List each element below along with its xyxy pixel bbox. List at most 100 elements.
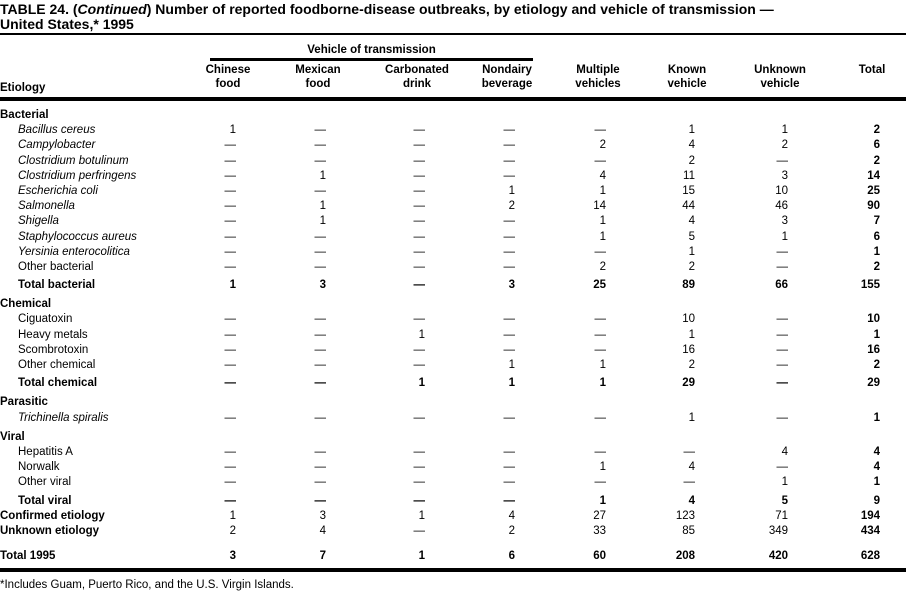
footnote: *Includes Guam, Puerto Rico, and the U.S… xyxy=(0,579,294,591)
cell-value: 1 xyxy=(229,279,236,292)
cell-value: — xyxy=(413,359,426,371)
cell-value: 4 xyxy=(508,509,515,522)
column-header-line1: Multiple xyxy=(576,64,620,76)
row-label: Trichinella spiralis xyxy=(18,411,109,424)
cell-value: 1 xyxy=(229,509,236,522)
table-row: Other chemical — — — 1 1 2 — 2 xyxy=(0,358,906,373)
cell-value: — xyxy=(776,260,789,273)
cell-value: — xyxy=(503,328,516,341)
cell-value: — xyxy=(594,124,607,137)
cell-value: — xyxy=(594,245,607,258)
cell-value: 16 xyxy=(682,343,695,356)
cell-value: 3 xyxy=(781,169,788,182)
cell-value: — xyxy=(314,494,327,507)
cell-value: 7 xyxy=(319,550,326,563)
cell-value: 66 xyxy=(775,279,788,292)
cell-value: — xyxy=(224,245,237,258)
cell-value: 11 xyxy=(683,169,695,182)
cell-value: — xyxy=(413,524,426,537)
row-label: Confirmed etiology xyxy=(0,509,105,522)
cell-value: — xyxy=(314,476,327,489)
row-label: Salmonella xyxy=(18,200,75,213)
row-label: Escherichia coli xyxy=(18,184,98,197)
cell-total-value: 90 xyxy=(867,200,880,213)
row-label: Campylobacter xyxy=(18,139,96,152)
cell-value: 3 xyxy=(781,215,788,228)
cell-value: 1 xyxy=(319,169,326,182)
cell-value: — xyxy=(314,260,327,273)
cell-value: — xyxy=(314,245,327,258)
row-label: Total bacterial xyxy=(18,279,96,292)
column-header-line2: beverage xyxy=(481,78,533,90)
cell-value: 1 xyxy=(319,215,326,228)
cell-value: — xyxy=(413,215,426,228)
column-header-line1: Carbonated xyxy=(385,64,449,76)
cell-value: 14 xyxy=(593,200,606,213)
table-row: Shigella — 1 — — 1 4 3 7 xyxy=(0,214,906,229)
cell-value: — xyxy=(314,230,327,243)
cell-total-value: 155 xyxy=(860,279,880,292)
cell-value: 85 xyxy=(682,524,695,537)
cell-value: — xyxy=(594,343,607,356)
column-header-line1: Nondairy xyxy=(482,64,532,76)
cell-value: — xyxy=(224,461,237,474)
column-header-line2: vehicle xyxy=(760,78,800,90)
cell-total-value: 16 xyxy=(867,343,880,356)
cell-value: — xyxy=(314,328,327,341)
table-row: Total 1995 3 7 1 6 60 208 420 628 xyxy=(0,549,906,564)
cell-total-value: 1 xyxy=(873,411,880,424)
cell-total-value: 10 xyxy=(867,313,880,326)
cell-value: — xyxy=(594,476,607,489)
table-row: Total bacterial 1 3 — 3 25 89 66 155 xyxy=(0,278,906,293)
cell-value: 3 xyxy=(508,279,515,292)
row-label: Other viral xyxy=(18,476,72,489)
cell-value: — xyxy=(776,328,789,341)
cell-total-value: 2 xyxy=(873,260,880,273)
row-label: Total viral xyxy=(18,494,72,507)
cell-value: — xyxy=(413,124,426,137)
cell-value: — xyxy=(503,343,516,356)
cell-value: — xyxy=(503,245,516,258)
cell-value: — xyxy=(413,343,426,356)
table-row: Scombrotoxin — — — — — 16 — 16 xyxy=(0,343,906,358)
row-label: Shigella xyxy=(18,215,59,228)
column-header-line2: Total xyxy=(858,64,886,76)
table-row: Clostridium botulinum — — — — — 2 — 2 xyxy=(0,154,906,169)
row-label: Chemical xyxy=(0,298,52,311)
table-row: Unknown etiology 2 4 — 2 33 85 349 434 xyxy=(0,524,906,539)
cell-value: 44 xyxy=(682,200,695,213)
cell-value: — xyxy=(413,200,426,213)
cell-value: — xyxy=(224,139,237,152)
cell-value: — xyxy=(776,245,789,258)
cell-value: — xyxy=(413,245,426,258)
cell-value: — xyxy=(314,184,327,197)
cell-value: 123 xyxy=(675,509,695,522)
cell-value: — xyxy=(224,200,237,213)
cell-value: 4 xyxy=(599,169,606,182)
row-label: Viral xyxy=(0,430,25,443)
cell-value: 4 xyxy=(688,494,695,507)
cell-value: — xyxy=(413,494,426,507)
cell-total-value: 434 xyxy=(860,524,880,537)
cell-value: 33 xyxy=(593,524,606,537)
cell-value: 4 xyxy=(688,461,695,474)
cell-value: — xyxy=(224,215,237,228)
cell-value: — xyxy=(776,343,789,356)
cell-value: — xyxy=(413,230,426,243)
cell-value: 1 xyxy=(418,550,425,563)
cell-value: 2 xyxy=(688,260,695,273)
section-header-row: Chemical xyxy=(0,297,906,312)
table-row: Trichinella spiralis — — — — — 1 — 1 xyxy=(0,411,906,426)
section-header-row: Bacterial xyxy=(0,108,906,123)
cell-value: 2 xyxy=(229,524,236,537)
row-label: Bacterial xyxy=(0,109,49,121)
title-continued: Continued xyxy=(77,1,147,17)
cell-total-value: 1 xyxy=(873,245,880,258)
row-label: Other bacterial xyxy=(18,260,94,273)
cell-value: 1 xyxy=(508,359,515,371)
cell-value: 1 xyxy=(688,245,695,258)
section-header-row: Parasitic xyxy=(0,395,906,410)
cell-total-value: 194 xyxy=(860,509,880,522)
column-header-chinese-food: Chinese food xyxy=(168,63,288,91)
cell-value: 4 xyxy=(781,445,788,458)
